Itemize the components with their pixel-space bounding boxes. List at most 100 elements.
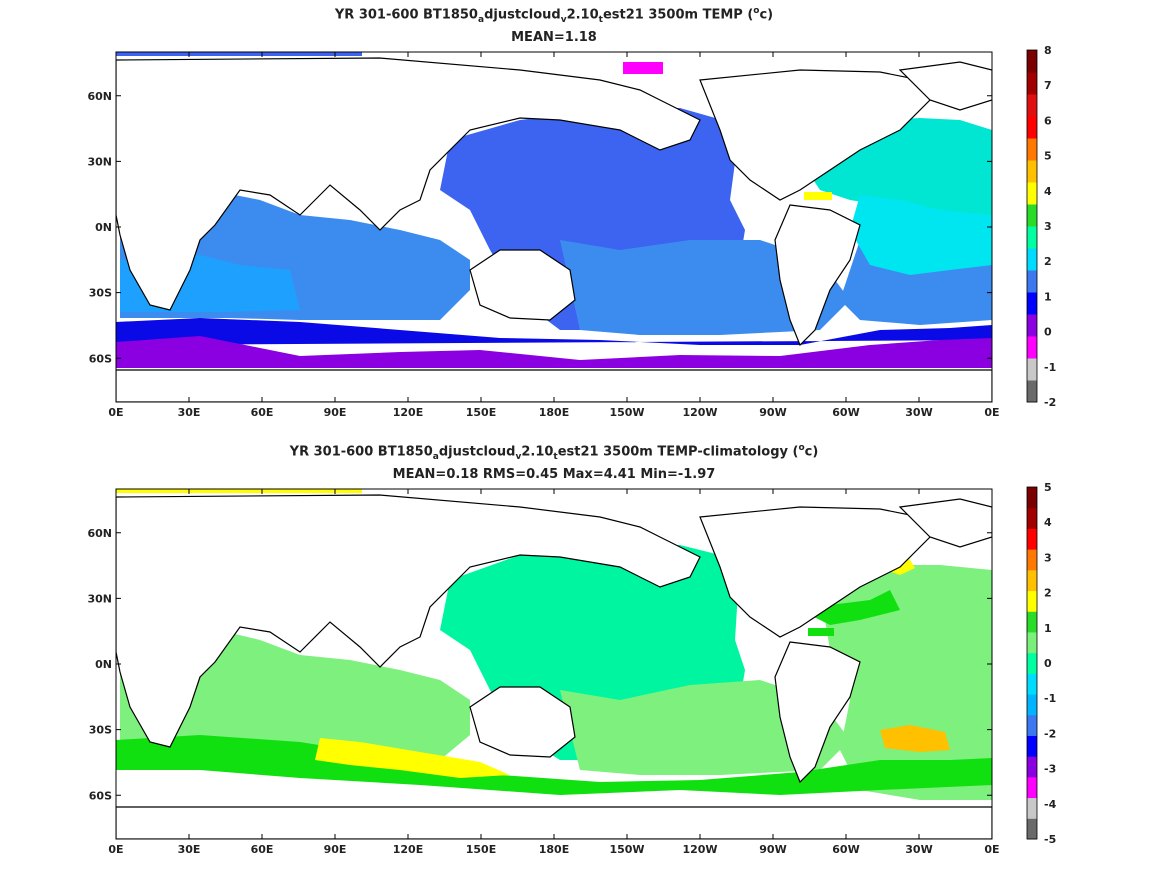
colorbar-label: 1 <box>1044 622 1052 635</box>
panel1-title-text: est21 3500m TEMP ( <box>602 7 754 23</box>
p1-greenland <box>898 61 992 111</box>
panel2-x-axis: 0E 30E 60E 90E 120E 150E 180E 150W 120W 90W 60W 30W… <box>108 489 1000 856</box>
x-tick-label: 180E <box>539 406 569 419</box>
x-tick-label: 0E <box>984 406 999 419</box>
colorbar-segment <box>1027 797 1037 819</box>
panel2-y-axis: 60N 30N 0N 30S 60S <box>87 527 992 802</box>
x-tick-label: 90W <box>759 406 786 419</box>
colorbar-segment <box>1027 507 1037 529</box>
y-tick-label: 30S <box>89 724 112 737</box>
x-tick-label: 150W <box>609 843 644 856</box>
y-tick-label: 0N <box>95 221 112 234</box>
colorbar-segment <box>1027 776 1037 799</box>
colorbar-segment <box>1027 358 1037 381</box>
p2-caribbean-green <box>808 628 834 636</box>
colorbar-label: 2 <box>1044 255 1052 268</box>
colorbar-segment <box>1027 72 1037 95</box>
colorbar-segment <box>1027 380 1037 403</box>
x-tick-label: 30E <box>178 406 201 419</box>
p1-southern-purple <box>116 336 992 368</box>
p1-southern-dark <box>116 318 992 345</box>
colorbar-segment <box>1027 756 1037 778</box>
colorbar-segment <box>1027 673 1037 695</box>
colorbar-segment <box>1027 818 1037 840</box>
colorbar-segment <box>1027 631 1037 654</box>
x-tick-label: 150E <box>466 406 496 419</box>
p2-green-natl <box>810 590 900 625</box>
y-tick-label: 60N <box>87 527 112 540</box>
panel1-title-sub: v <box>560 14 567 25</box>
p1-north-america <box>699 69 931 201</box>
p2-greenland <box>898 498 992 548</box>
panel2-title: YR 301-600 BT1850adjustcloudv2.10test21 … <box>116 443 992 462</box>
x-tick-label: 150E <box>466 843 496 856</box>
colorbar-segment <box>1027 735 1037 757</box>
p1-antarctica <box>116 369 992 402</box>
x-tick-label: 0E <box>108 406 123 419</box>
colorbar-label: -2 <box>1044 396 1056 409</box>
colorbar-label: 1 <box>1044 290 1052 303</box>
colorbar-label: 5 <box>1044 150 1052 163</box>
p2-south-pacific <box>560 680 850 775</box>
panel2-title-sub: v <box>515 451 522 462</box>
colorbar-segment <box>1027 590 1037 612</box>
panel1-map <box>116 52 992 402</box>
panel2-title-text: 2.10 <box>521 444 554 460</box>
y-tick-label: 30N <box>87 155 112 168</box>
colorbar-label: 3 <box>1044 220 1052 233</box>
panel1-title-sup: o <box>753 6 760 16</box>
p1-australia <box>469 249 576 321</box>
colorbar-segment <box>1027 204 1037 227</box>
p1-tropical-atlantic <box>850 195 992 275</box>
p1-caribbean-yellow <box>804 192 832 200</box>
p2-land <box>116 494 992 839</box>
x-tick-label: 90W <box>759 843 786 856</box>
colorbar-label: 0 <box>1044 657 1052 670</box>
panel2-title-text: djustcloud <box>438 444 516 460</box>
colorbar-segment <box>1027 116 1037 139</box>
colorbar-label: 8 <box>1044 44 1052 57</box>
x-tick-label: 120W <box>682 843 717 856</box>
colorbar-segment <box>1027 292 1037 315</box>
x-tick-label: 90E <box>324 843 347 856</box>
colorbar-label: -4 <box>1044 798 1057 811</box>
panel1-title-text: 2.10 <box>566 7 599 23</box>
panel1-y-axis: 60N 30N 0N 30S 60S <box>87 90 992 365</box>
panel2-title-text: YR 301-600 BT1850 <box>289 444 433 460</box>
x-tick-label: 180E <box>539 843 569 856</box>
colorbar-segment <box>1027 694 1037 716</box>
y-tick-label: 60S <box>89 352 112 365</box>
x-tick-label: 120E <box>393 406 423 419</box>
panel2-title-text: c) <box>804 444 819 460</box>
p1-arctic-blue <box>116 52 362 56</box>
colorbar-segment <box>1027 138 1037 161</box>
x-tick-label: 0E <box>108 843 123 856</box>
panel2-subtitle: MEAN=0.18 RMS=0.45 Max=4.41 Min=-1.97 <box>392 467 716 482</box>
x-tick-label: 60E <box>251 406 274 419</box>
y-tick-label: 0N <box>95 658 112 671</box>
x-tick-label: 90E <box>324 406 347 419</box>
colorbar-segment <box>1027 314 1037 337</box>
colorbar-segment <box>1027 487 1037 509</box>
p2-orange-patch <box>880 725 950 752</box>
y-tick-label: 30S <box>89 287 112 300</box>
x-tick-label: 30W <box>905 843 932 856</box>
colorbar-segment <box>1027 336 1037 359</box>
colorbar-segment <box>1027 528 1037 550</box>
x-tick-label: 0E <box>984 843 999 856</box>
colorbar-segment <box>1027 248 1037 271</box>
colorbar-label: 0 <box>1044 326 1052 339</box>
p2-eurasia-africa <box>116 494 701 748</box>
panel2-title-sub: a <box>432 451 439 462</box>
colorbar-label: 3 <box>1044 551 1052 564</box>
panel2-colorbar: -5 -4 -3 -2 -1 0 1 2 3 4 5 <box>1026 481 1057 846</box>
colorbar-segment <box>1027 94 1037 117</box>
colorbar-label: 4 <box>1044 516 1052 529</box>
p2-arctic-yellow <box>116 489 362 493</box>
colorbar-segment <box>1027 270 1037 293</box>
y-tick-label: 60N <box>87 90 112 103</box>
panel1-x-axis: 0E 30E 60E 90E 120E 150E 180E 150W 120W 90W 60W 30W… <box>108 52 1000 419</box>
colorbar-segment <box>1027 714 1037 736</box>
p2-south-america <box>774 641 861 784</box>
